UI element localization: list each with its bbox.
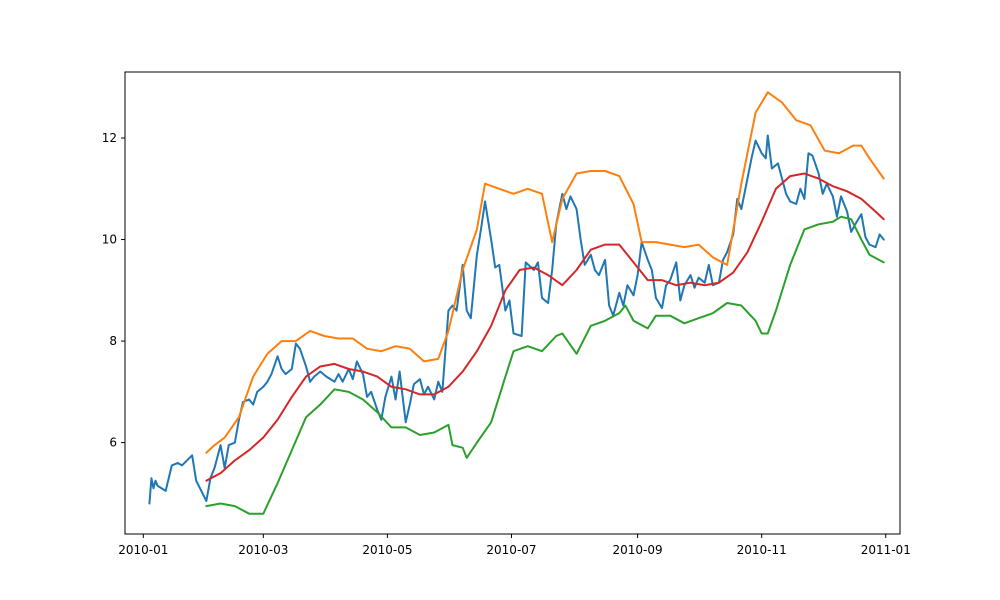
series-line-4 <box>205 172 885 482</box>
series-layer <box>148 91 885 515</box>
plot-area <box>125 72 900 534</box>
x-tick-label: 2010-05 <box>362 543 412 557</box>
x-axis: 2010-01 2010-03 2010-05 2010-07 2010-09 2010-… <box>118 534 911 557</box>
x-tick-label: 2010-07 <box>486 543 536 557</box>
x-tick-label: 2010-09 <box>613 543 663 557</box>
axes-frame <box>124 71 901 535</box>
x-tick-label: 2010-11 <box>737 543 787 557</box>
x-tick-label: 2011-01 <box>861 543 911 557</box>
x-tick-label: 2010-03 <box>238 543 288 557</box>
y-tick-label: 6 <box>109 436 117 450</box>
series-line-1 <box>148 134 885 505</box>
y-tick-label: 10 <box>102 233 117 247</box>
y-tick-label: 8 <box>109 334 117 348</box>
y-tick-label: 12 <box>102 131 117 145</box>
series-line-3 <box>205 215 885 515</box>
y-axis: 6 8 10 12 <box>102 131 125 450</box>
x-tick-label: 2010-01 <box>118 543 168 557</box>
series-line-2 <box>205 91 885 454</box>
